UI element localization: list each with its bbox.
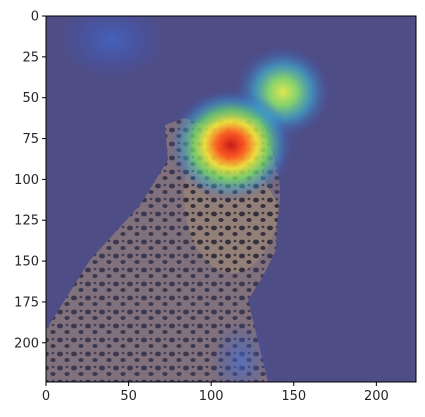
- plot-area: [46, 0, 416, 400]
- hotspot-low-bottom: [210, 320, 270, 400]
- x-tick-label: 50: [120, 389, 137, 404]
- y-tick-label: 125: [14, 214, 39, 229]
- x-tick-label: 0: [42, 389, 50, 404]
- y-tick-label: 75: [22, 132, 39, 147]
- x-tick-label: 200: [364, 389, 389, 404]
- y-tick-label: 100: [14, 173, 39, 188]
- y-tick-label: 175: [14, 295, 39, 310]
- hotspot-main: [169, 89, 293, 201]
- y-axis: 0 25 50 75 100 125 150 175 200: [14, 10, 46, 352]
- y-tick-label: 150: [14, 255, 39, 270]
- x-axis: 0 50 100 150 200: [42, 382, 389, 404]
- y-tick-label: 200: [14, 336, 39, 351]
- x-tick-label: 150: [281, 389, 306, 404]
- hotspot-low-topleft: [57, 0, 167, 80]
- x-tick-label: 100: [199, 389, 224, 404]
- y-tick-label: 0: [31, 10, 39, 25]
- y-tick-label: 25: [22, 50, 39, 65]
- y-tick-label: 50: [22, 91, 39, 106]
